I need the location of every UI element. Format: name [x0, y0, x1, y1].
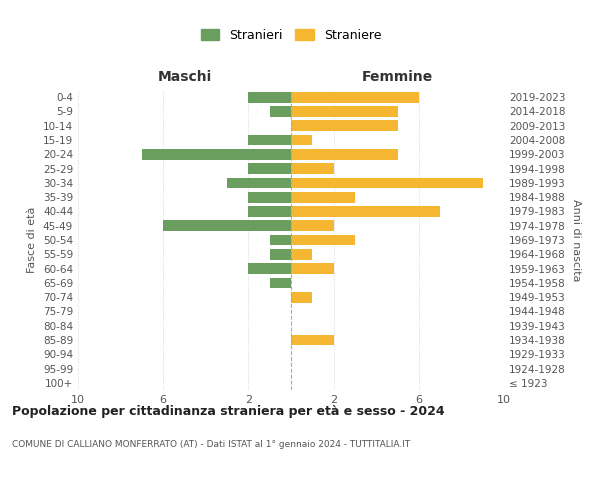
Bar	[163, 220, 291, 231]
Text: Maschi: Maschi	[157, 70, 212, 84]
Bar	[291, 334, 334, 345]
Bar	[291, 249, 313, 260]
Bar	[291, 120, 398, 131]
Bar	[142, 149, 291, 160]
Bar	[291, 292, 313, 302]
Bar	[291, 263, 334, 274]
Text: Femmine: Femmine	[362, 70, 433, 84]
Bar	[291, 163, 334, 174]
Bar	[248, 134, 291, 145]
Bar	[291, 192, 355, 202]
Bar	[291, 149, 398, 160]
Bar	[248, 92, 291, 102]
Bar	[291, 92, 419, 102]
Legend: Stranieri, Straniere: Stranieri, Straniere	[196, 24, 386, 47]
Bar	[270, 249, 291, 260]
Bar	[291, 234, 355, 246]
Bar	[270, 106, 291, 117]
Bar	[248, 192, 291, 202]
Bar	[248, 263, 291, 274]
Text: COMUNE DI CALLIANO MONFERRATO (AT) - Dati ISTAT al 1° gennaio 2024 - TUTTITALIA.: COMUNE DI CALLIANO MONFERRATO (AT) - Dat…	[12, 440, 410, 449]
Bar	[270, 234, 291, 246]
Bar	[291, 134, 313, 145]
Bar	[270, 278, 291, 288]
Bar	[291, 178, 483, 188]
Text: Popolazione per cittadinanza straniera per età e sesso - 2024: Popolazione per cittadinanza straniera p…	[12, 405, 445, 418]
Bar	[227, 178, 291, 188]
Bar	[248, 163, 291, 174]
Bar	[291, 220, 334, 231]
Bar	[291, 106, 398, 117]
Bar	[291, 206, 440, 217]
Bar	[248, 206, 291, 217]
Y-axis label: Anni di nascita: Anni di nascita	[571, 198, 581, 281]
Y-axis label: Fasce di età: Fasce di età	[28, 207, 37, 273]
